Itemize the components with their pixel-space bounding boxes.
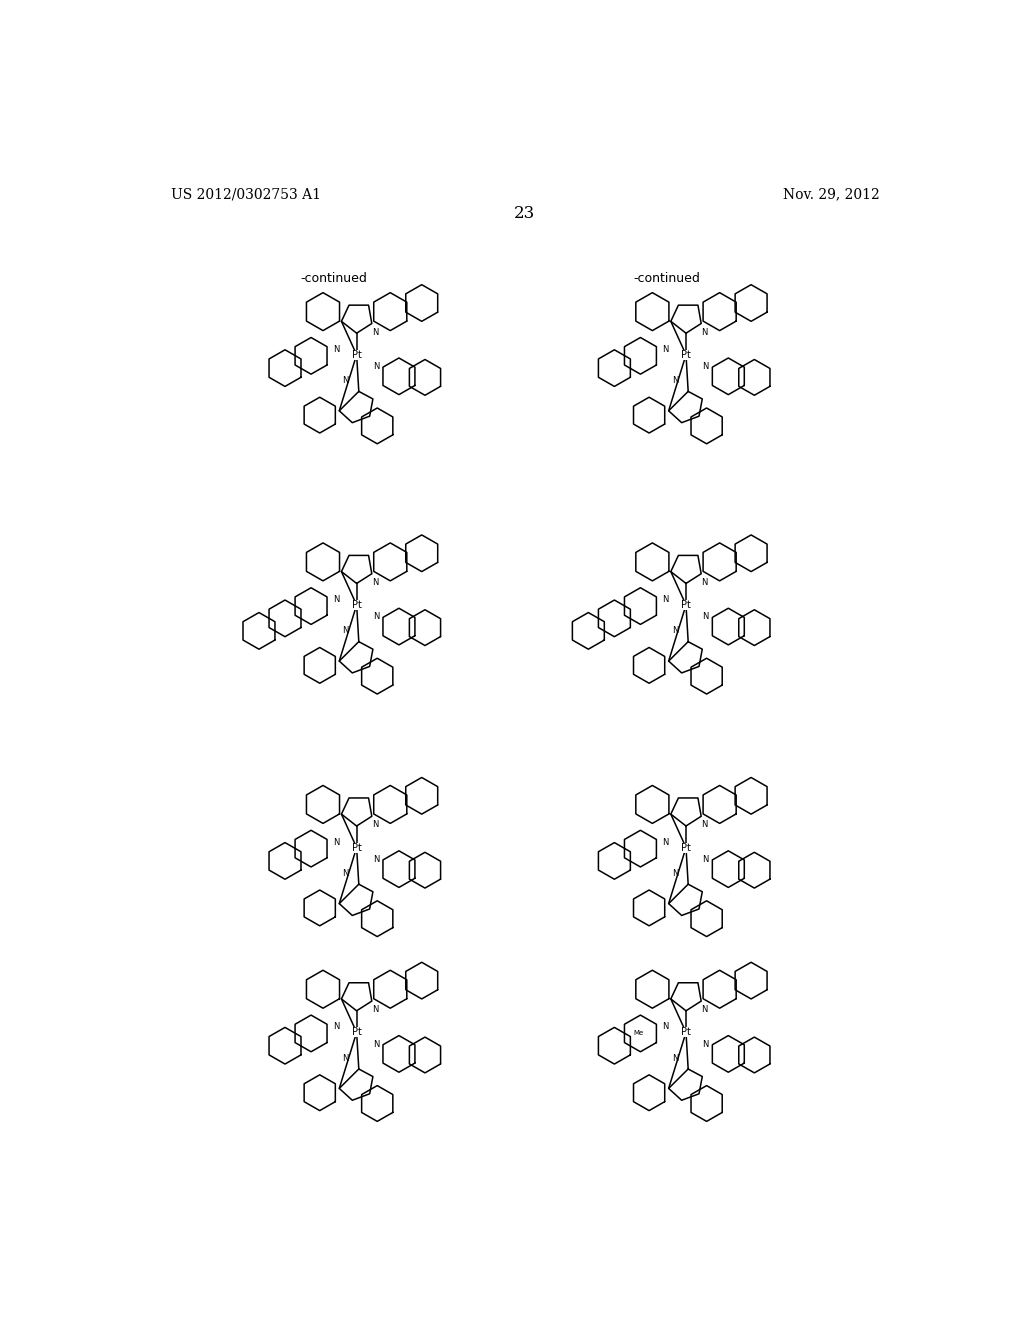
Text: N: N xyxy=(343,376,349,385)
Text: US 2012/0302753 A1: US 2012/0302753 A1 xyxy=(171,187,321,202)
Text: 23: 23 xyxy=(514,205,536,222)
Text: N: N xyxy=(343,627,349,635)
Text: N: N xyxy=(373,855,379,863)
Text: N: N xyxy=(333,345,339,354)
Text: N: N xyxy=(672,376,678,385)
Text: N: N xyxy=(663,1023,669,1031)
Text: N: N xyxy=(702,362,709,371)
Text: N: N xyxy=(672,869,678,878)
Text: -continued: -continued xyxy=(300,272,367,285)
Text: N: N xyxy=(373,612,379,622)
Text: N: N xyxy=(672,627,678,635)
Text: N: N xyxy=(663,345,669,354)
Text: Pt: Pt xyxy=(351,1027,361,1038)
Text: N: N xyxy=(701,1006,708,1014)
Text: N: N xyxy=(701,327,708,337)
Text: N: N xyxy=(702,1040,709,1048)
Text: -continued: -continued xyxy=(633,272,700,285)
Text: Pt: Pt xyxy=(681,842,691,853)
Text: N: N xyxy=(372,327,378,337)
Text: Pt: Pt xyxy=(681,601,691,610)
Text: N: N xyxy=(333,1023,339,1031)
Text: N: N xyxy=(701,578,708,587)
Text: N: N xyxy=(343,1053,349,1063)
Text: N: N xyxy=(372,821,378,829)
Text: N: N xyxy=(373,1040,379,1048)
Text: Pt: Pt xyxy=(351,842,361,853)
Text: N: N xyxy=(333,595,339,605)
Text: Pt: Pt xyxy=(681,350,691,360)
Text: N: N xyxy=(372,1006,378,1014)
Text: N: N xyxy=(333,838,339,846)
Text: Pt: Pt xyxy=(351,601,361,610)
Text: N: N xyxy=(672,1053,678,1063)
Text: N: N xyxy=(663,838,669,846)
Text: N: N xyxy=(702,612,709,622)
Text: N: N xyxy=(663,595,669,605)
Text: Pt: Pt xyxy=(681,1027,691,1038)
Text: N: N xyxy=(343,869,349,878)
Text: N: N xyxy=(701,821,708,829)
Text: Nov. 29, 2012: Nov. 29, 2012 xyxy=(783,187,880,202)
Text: Me: Me xyxy=(633,1031,643,1036)
Text: N: N xyxy=(702,855,709,863)
Text: Pt: Pt xyxy=(351,350,361,360)
Text: N: N xyxy=(372,578,378,587)
Text: N: N xyxy=(373,362,379,371)
